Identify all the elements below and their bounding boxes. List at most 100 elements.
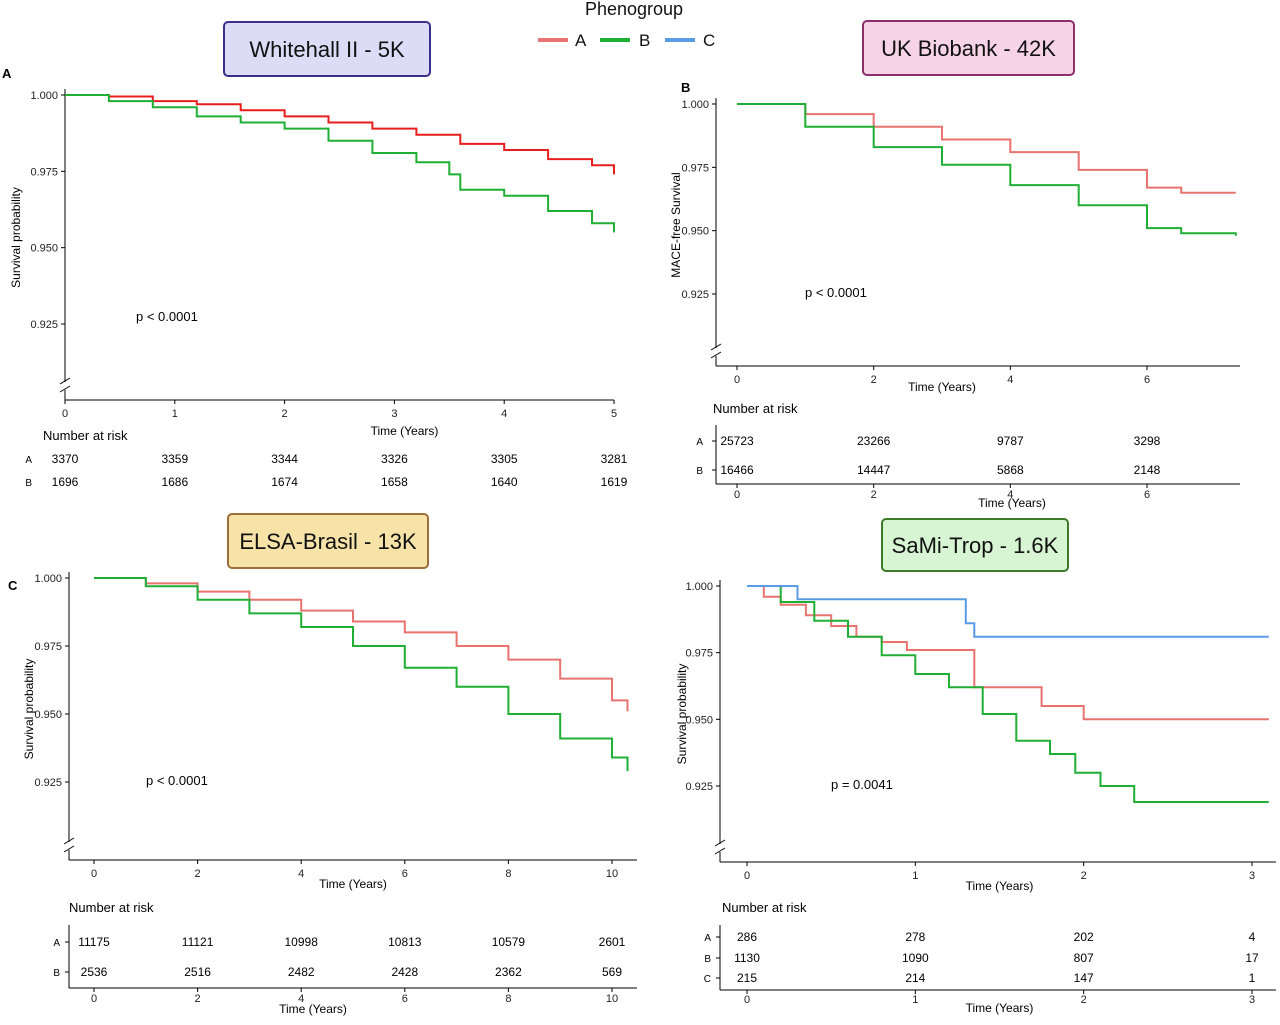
series-line-b [65, 94, 615, 233]
x-axis-label: Time (Years) [371, 424, 439, 438]
risk-row-b: B 1130 1090 807 17 [704, 951, 1259, 965]
risk-row-a: A 3370 3359 3344 3326 3305 3281 [25, 452, 627, 466]
risk-row-a: A 25723 23266 9787 3298 [696, 434, 1160, 448]
risk-count: 23266 [857, 434, 891, 448]
risk-row-a: A 286 278 202 4 [704, 930, 1255, 944]
panel-letter: C [8, 578, 18, 593]
series-group [65, 94, 615, 233]
risk-count: 214 [905, 971, 925, 985]
risk-count: 1674 [271, 475, 298, 489]
panel-d: SaMi-Trop - 1.6K 0.925 0.950 0.975 1.000 0 1 2 3… [675, 518, 1276, 1015]
y-axis-label: Survival probability [22, 659, 36, 760]
x-tick-label: 8 [505, 868, 511, 880]
risk-count: 2362 [495, 965, 522, 979]
risk-count: 1619 [601, 475, 628, 489]
x-tick-label: 2 [1081, 870, 1087, 882]
risk-x-tick-label: 3 [1249, 994, 1255, 1006]
risk-x-tick-label: 2 [195, 993, 201, 1005]
risk-count: 1090 [902, 951, 929, 965]
cohort-title: Whitehall II - 5K [249, 37, 405, 62]
y-tick-label: 1.000 [681, 99, 709, 111]
risk-row-a: A 11175 11121 10998 10813 10579 2601 [53, 935, 625, 949]
risk-table-title: Number at risk [722, 900, 807, 915]
risk-row-group: A [25, 455, 32, 466]
axis-break-mark [63, 845, 75, 853]
risk-row-b: B 2536 2516 2482 2428 2362 569 [53, 965, 622, 979]
y-axis-label: Survival probability [9, 187, 23, 288]
x-tick-label: 0 [62, 408, 68, 420]
cohort-title: ELSA-Brasil - 13K [239, 529, 417, 554]
x-tick-label: 3 [1249, 870, 1255, 882]
panel-c: ELSA-Brasil - 13K C 0.925 0.950 0.975 1.000 0 2… [8, 513, 637, 1016]
risk-x-tick-label: 4 [298, 993, 304, 1005]
risk-count: 1696 [52, 475, 79, 489]
risk-row-group: B [25, 478, 32, 489]
y-tick-label: 1.000 [685, 581, 713, 593]
risk-x-tick-label: 8 [505, 993, 511, 1005]
series-line-c [747, 585, 1269, 638]
axis-break-mark [59, 377, 71, 385]
risk-row-b: B 16466 14447 5868 2148 [696, 463, 1160, 477]
x-tick-label: 10 [606, 868, 618, 880]
x-axis-label: Time (Years) [908, 380, 976, 394]
risk-row-group: B [53, 968, 60, 979]
x-tick-label: 4 [298, 868, 304, 880]
cohort-label-c: ELSA-Brasil - 13K [227, 513, 429, 569]
risk-count: 1686 [161, 475, 188, 489]
x-tick-label: 2 [195, 868, 201, 880]
risk-x-tick-label: 2 [1081, 994, 1087, 1006]
legend-label-c: C [703, 31, 715, 50]
x-axis-label: Time (Years) [319, 877, 387, 891]
y-axis-label: MACE-free Survival [669, 172, 683, 277]
legend-items: A B C [538, 31, 715, 50]
risk-x-axis-label: Time (Years) [978, 496, 1046, 510]
x-tick-label: 6 [402, 868, 408, 880]
cohort-box [881, 518, 1069, 572]
risk-table-title: Number at risk [69, 900, 154, 915]
series-line-a [94, 577, 629, 712]
risk-count: 3305 [491, 452, 518, 466]
risk-count: 25723 [720, 434, 754, 448]
risk-count: 10579 [492, 935, 526, 949]
risk-count: 11175 [78, 935, 110, 949]
risk-count: 11121 [182, 935, 214, 949]
legend-label-b: B [639, 31, 650, 50]
risk-count: 5868 [997, 463, 1024, 477]
risk-count: 3326 [381, 452, 408, 466]
legend-title: Phenogroup [585, 0, 683, 19]
risk-row-c: C 215 214 147 1 [704, 971, 1256, 985]
risk-count: 17 [1245, 951, 1259, 965]
risk-table: Number at risk 0 1 2 3 Time (Years) A 286 278 202… [704, 900, 1276, 1015]
panel-letter: A [2, 66, 12, 81]
x-tick-label: 1 [912, 870, 918, 882]
risk-row-group: A [53, 938, 60, 949]
risk-x-tick-label: 6 [1144, 489, 1150, 501]
risk-row-b: B 1696 1686 1674 1658 1640 1619 [25, 475, 627, 489]
cohort-label-b: UK Biobank - 42K [862, 20, 1075, 76]
risk-count: 569 [602, 965, 622, 979]
y-tick-label: 0.925 [34, 777, 62, 789]
risk-x-tick-label: 0 [91, 993, 97, 1005]
y-tick-label: 0.950 [681, 226, 709, 238]
series-line-a [747, 585, 1269, 721]
axis-break-mark [710, 343, 722, 351]
x-tick-label: 2 [871, 374, 877, 386]
y-tick-label: 1.000 [34, 573, 62, 585]
risk-count: 3281 [601, 452, 628, 466]
y-tick-label: 0.950 [34, 709, 62, 721]
panel-a: Whitehall II - 5K A 0.925 0.950 0.975 1.000 0 1… [2, 21, 628, 489]
risk-row-group: B [704, 954, 711, 965]
x-tick-label: 2 [282, 408, 288, 420]
risk-count: 286 [737, 930, 757, 944]
y-tick-label: 0.975 [30, 166, 58, 178]
panel-b: UK Biobank - 42K B 0.925 0.950 0.975 1.000 0 2 4… [669, 20, 1240, 510]
risk-count: 2516 [184, 965, 211, 979]
axes: 0.925 0.950 0.975 1.000 0 1 2 3 4 5 [30, 89, 617, 420]
risk-count: 1658 [381, 475, 408, 489]
x-tick-label: 0 [744, 870, 750, 882]
p-value: p < 0.0001 [136, 309, 198, 324]
risk-row-group: A [704, 933, 711, 944]
y-tick-label: 1.000 [30, 90, 58, 102]
risk-x-tick-label: 2 [871, 489, 877, 501]
